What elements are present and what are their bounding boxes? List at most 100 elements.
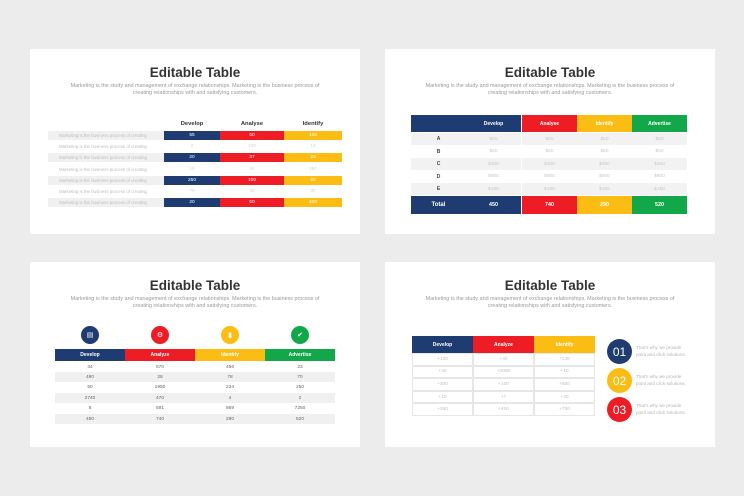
table-cell: $50 (522, 133, 577, 145)
table-cell: 78 (195, 372, 265, 383)
badge-text: That's why we provide point and click so… (636, 345, 686, 357)
total-cell: 520 (632, 196, 687, 214)
slide-title: Editable Table (149, 278, 241, 293)
table-cell: +10 (412, 390, 473, 404)
table-cell: 250 (308, 166, 317, 172)
table-cell: 30 (310, 189, 316, 194)
table-cell: 591 (125, 403, 195, 414)
table-cell: 19 (189, 166, 195, 172)
table-cell: 450 (55, 414, 125, 424)
table-cell: $50 (466, 133, 521, 145)
table-header: Develop (412, 336, 473, 353)
table-cell: +30 (534, 390, 595, 404)
table-cell: 520 (265, 414, 335, 424)
table-cell: $150 (632, 183, 687, 196)
table-cell: 2 (190, 144, 194, 150)
table-cell: $300 (522, 158, 577, 171)
table-cell: $150 (466, 183, 521, 196)
table-cell: $50 (632, 133, 687, 145)
table-header: Analyse (522, 115, 577, 132)
row-label: Marketing is the business process of cre… (59, 200, 147, 206)
total-cell: 450 (466, 196, 521, 214)
table-cell: 55 (164, 131, 220, 140)
table-cell: 37 (220, 153, 284, 163)
table-cell: $300 (577, 158, 632, 171)
table-cell: +230 (534, 353, 595, 366)
table-cell: +250 (412, 403, 473, 416)
table-cell: $800 (522, 170, 577, 183)
table-cell: $50 (577, 133, 632, 145)
table-cell: 400 (284, 198, 342, 208)
table-cell: $150 (577, 183, 632, 196)
slide-subtitle: Marketing is the study and management of… (70, 83, 320, 97)
table-cell: 12 (310, 144, 316, 150)
slide-1: Editable Table Marketing is the study an… (30, 49, 360, 234)
table-header: Identify (302, 121, 324, 127)
slide-4: Editable Table Marketing is the study an… (385, 262, 715, 447)
table-cell: +100 (473, 378, 534, 391)
row-label: Marketing is the business process of cre… (59, 133, 147, 138)
table-cell: 100 (247, 144, 256, 150)
table-header: Analyze (125, 349, 195, 361)
table-cell: $300 (466, 158, 521, 171)
table-cell: +800 (534, 378, 595, 391)
table-cell: 28 (125, 372, 195, 383)
slide-3: Editable Table Marketing is the study an… (30, 262, 360, 447)
icon-badge: ⚙ (151, 326, 169, 344)
table-header: Analyze (473, 336, 534, 353)
row-label: Marketing is the business process of cre… (59, 155, 147, 161)
table-cell: 50 (220, 131, 284, 140)
table-cell: $800 (632, 170, 687, 183)
table-cell: 4 (195, 393, 265, 404)
table-cell: +10 (534, 365, 595, 379)
table-cell: 8 (55, 403, 125, 414)
table-cell: $300 (632, 158, 687, 171)
table-header: Advertise (265, 349, 335, 361)
table-cell: +100 (412, 353, 473, 366)
row-label: C (411, 158, 466, 171)
numbered-badge-3: 03 (607, 397, 632, 422)
table-cell: 23 (265, 362, 335, 372)
total-cell: 740 (522, 196, 577, 214)
row-label: Marketing is the business process of cre… (59, 144, 147, 150)
table-cell: +2000 (473, 365, 534, 379)
slide-title: Editable Table (149, 65, 241, 80)
table-cell: 50 (55, 382, 125, 393)
table-cell: 740 (125, 414, 195, 424)
table-cell: 23 (284, 153, 342, 163)
row-band (48, 131, 164, 140)
badge-text: That's why we provide point and click so… (636, 403, 686, 415)
table-cell: 30 (249, 166, 255, 172)
numbered-badge-2: 02 (607, 368, 632, 393)
table-cell: 40 (249, 189, 255, 194)
chart-icon: ▮ (228, 331, 232, 339)
table-header: Develop (55, 349, 125, 361)
row-label: Marketing is the business process of cre… (59, 177, 147, 183)
table-cell: $800 (466, 170, 521, 183)
icon-badge: ▮ (221, 326, 239, 344)
table-cell: $150 (522, 183, 577, 196)
row-label: B (411, 145, 466, 158)
table-cell: +400 (473, 403, 534, 416)
table-cell: 570 (125, 362, 195, 372)
row-label: A (411, 133, 466, 145)
table-cell: 250 (164, 175, 220, 185)
slide-subtitle: Marketing is the study and management of… (425, 296, 675, 310)
row-label: Marketing is the business process of cre… (59, 166, 147, 172)
table-cell: $50 (522, 145, 577, 158)
table-cell: +300 (412, 378, 473, 391)
total-cell: 290 (577, 196, 632, 214)
icon-badge: ✔ (291, 326, 309, 344)
table-cell: 20 (164, 153, 220, 163)
table-cell: $50 (466, 145, 521, 158)
slide-subtitle: Marketing is the study and management of… (70, 296, 320, 310)
table-cell: 34 (55, 362, 125, 372)
table-header-corner (411, 115, 466, 132)
table-cell: 470 (125, 393, 195, 404)
table-cell: 70 (265, 372, 335, 383)
table-cell: +700 (534, 403, 595, 416)
table-cell: 50 (220, 198, 284, 208)
table-cell: 456 (195, 362, 265, 372)
table-header: Advertise (632, 115, 687, 132)
row-band (48, 153, 164, 163)
